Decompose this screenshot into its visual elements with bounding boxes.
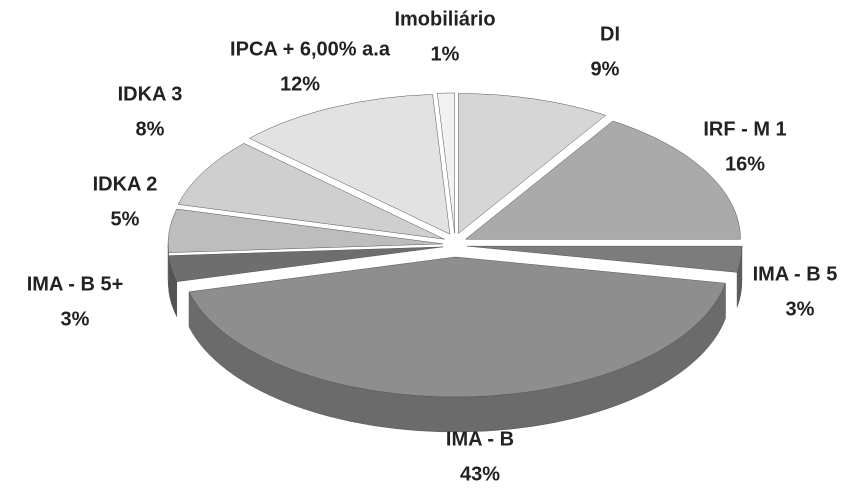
slice bbox=[188, 256, 726, 398]
slice-label: IDKA 3 bbox=[118, 83, 183, 105]
slice-value-label: 9% bbox=[591, 58, 620, 80]
slice bbox=[167, 208, 444, 253]
slice-tops bbox=[167, 92, 743, 398]
slice-value-label: 5% bbox=[111, 208, 140, 230]
slice bbox=[177, 143, 445, 240]
slice bbox=[466, 245, 743, 273]
slice-value-label: 12% bbox=[280, 73, 320, 95]
slice-label: IMA - B 5+ bbox=[27, 273, 124, 295]
slice-value-label: 3% bbox=[61, 308, 90, 330]
slice-label: IMA - B 5 bbox=[753, 263, 838, 285]
slice bbox=[248, 94, 451, 235]
slice bbox=[458, 93, 607, 234]
slice-label: IMA - B bbox=[446, 428, 514, 450]
slice-value-label: 1% bbox=[431, 43, 460, 65]
slice-label: IDKA 2 bbox=[93, 173, 158, 195]
slice bbox=[437, 92, 455, 234]
slice-value-label: 16% bbox=[725, 153, 765, 175]
slice bbox=[464, 120, 741, 240]
slice-label: DI bbox=[600, 23, 620, 45]
slice-label: IRF - M 1 bbox=[703, 118, 786, 140]
slice-label: IPCA + 6,00% a.a bbox=[230, 38, 391, 60]
slice-value-label: 8% bbox=[136, 118, 165, 140]
slice bbox=[168, 246, 444, 282]
slice-value-label: 43% bbox=[460, 463, 500, 485]
slice-value-label: 3% bbox=[786, 298, 815, 320]
slice-label: Imobiliário bbox=[394, 8, 495, 30]
